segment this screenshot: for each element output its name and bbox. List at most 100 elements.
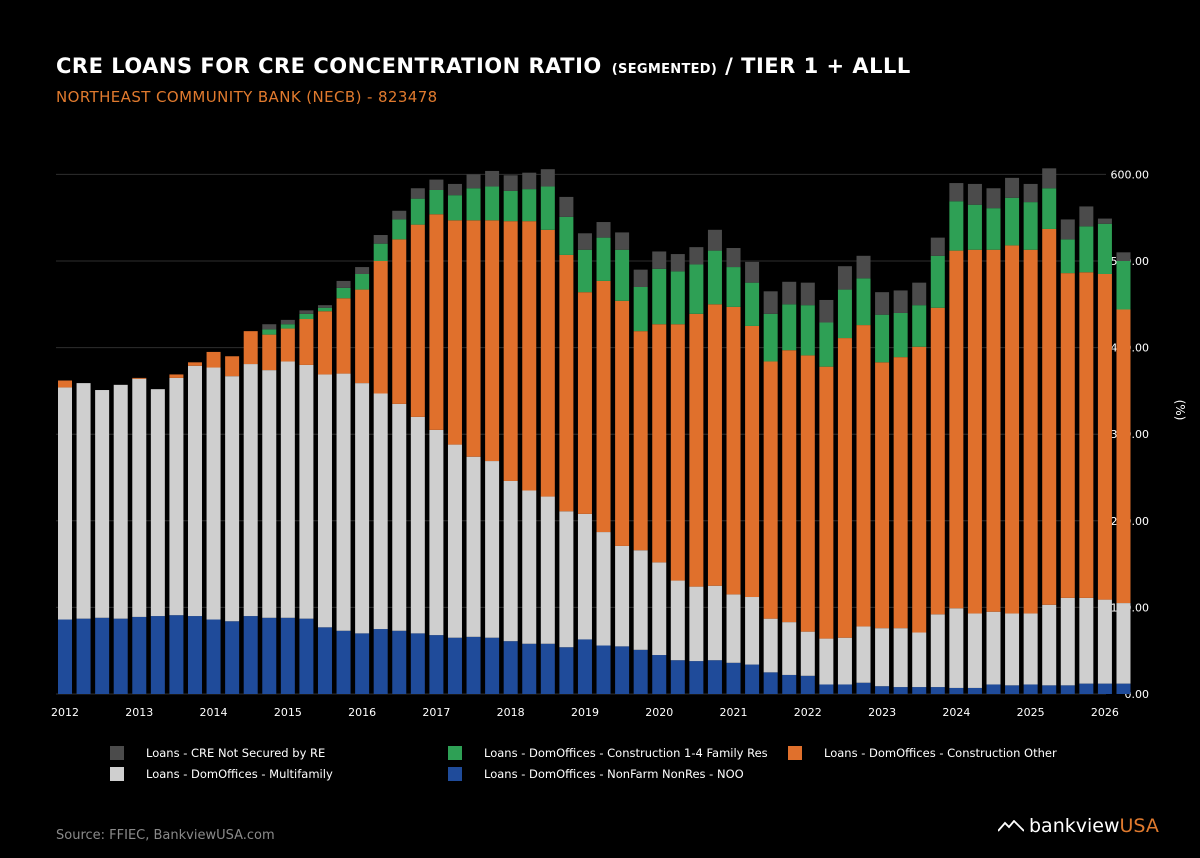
bar-multifamily bbox=[745, 597, 760, 665]
bar-construction_other bbox=[633, 331, 648, 551]
bar-construction_14 bbox=[336, 287, 351, 299]
bar-noo bbox=[429, 635, 444, 694]
bar-multifamily bbox=[373, 393, 388, 630]
bar-noo bbox=[132, 616, 147, 694]
bar-construction_other bbox=[1005, 245, 1020, 614]
bar-noo bbox=[707, 660, 722, 694]
bar-not_secured bbox=[689, 247, 704, 265]
bar-noo bbox=[893, 687, 908, 694]
legend-label-construction-other: Loans - DomOffices - Construction Other bbox=[824, 746, 1057, 760]
bar-construction_other bbox=[949, 250, 964, 609]
bar-construction_14 bbox=[1097, 223, 1112, 274]
legend-swatch-multifamily bbox=[110, 767, 124, 781]
bar-not_secured bbox=[837, 266, 852, 290]
bar-not_secured bbox=[967, 183, 982, 205]
bar-noo bbox=[726, 662, 741, 694]
bar-noo bbox=[299, 618, 314, 694]
bar-noo bbox=[930, 687, 945, 694]
bar-construction_other bbox=[670, 324, 685, 581]
bar-construction_14 bbox=[633, 286, 648, 332]
bar-multifamily bbox=[299, 364, 314, 619]
bar-noo bbox=[540, 643, 555, 694]
bar-noo bbox=[1023, 684, 1038, 694]
bar-multifamily bbox=[1005, 613, 1020, 686]
brand-logo: bankview USA bbox=[998, 815, 1159, 837]
bar-construction_14 bbox=[299, 313, 314, 320]
bar-multifamily bbox=[800, 631, 815, 676]
bar-noo bbox=[317, 627, 332, 694]
bar-construction_other bbox=[355, 289, 370, 384]
bar-construction_14 bbox=[856, 278, 871, 326]
bar-multifamily bbox=[912, 632, 927, 688]
bar-multifamily bbox=[949, 608, 964, 688]
legend-item-not-secured: Loans - CRE Not Secured by RE bbox=[110, 746, 325, 760]
bar-multifamily bbox=[819, 638, 834, 685]
bar-noo bbox=[652, 655, 667, 694]
bar-construction_14 bbox=[429, 189, 444, 215]
bar-not_secured bbox=[262, 324, 277, 330]
bar-noo bbox=[113, 618, 128, 694]
chart-subtitle: NORTHEAST COMMUNITY BANK (NECB) - 823478 bbox=[56, 88, 438, 106]
bar-construction_14 bbox=[1042, 188, 1057, 229]
bar-multifamily bbox=[447, 444, 462, 638]
bar-not_secured bbox=[912, 282, 927, 306]
bar-construction_14 bbox=[707, 250, 722, 305]
bar-not_secured bbox=[707, 229, 722, 251]
bar-multifamily bbox=[763, 618, 778, 673]
bar-construction_other bbox=[707, 304, 722, 586]
bar-not_secured bbox=[652, 251, 667, 269]
legend-label-construction-14: Loans - DomOffices - Construction 1-4 Fa… bbox=[484, 746, 768, 760]
bar-noo bbox=[819, 684, 834, 694]
bar-construction_other bbox=[577, 292, 592, 514]
bar-construction_other bbox=[912, 346, 927, 633]
bar-multifamily bbox=[485, 461, 500, 638]
bar-multifamily bbox=[1042, 604, 1057, 686]
bar-multifamily bbox=[837, 637, 852, 685]
bar-construction_14 bbox=[596, 237, 611, 281]
bar-noo bbox=[373, 629, 388, 694]
x-tick-label: 2023 bbox=[868, 706, 896, 719]
bar-construction_other bbox=[429, 214, 444, 430]
bar-construction_14 bbox=[615, 249, 630, 301]
bar-construction_14 bbox=[1060, 239, 1075, 274]
bar-not_secured bbox=[540, 169, 555, 187]
bar-multifamily bbox=[577, 513, 592, 640]
bar-not_secured bbox=[1097, 218, 1112, 224]
bar-construction_14 bbox=[485, 186, 500, 221]
bar-noo bbox=[875, 686, 890, 694]
bar-construction_other bbox=[800, 355, 815, 632]
x-tick-label: 2025 bbox=[1017, 706, 1045, 719]
bar-multifamily bbox=[596, 532, 611, 646]
legend-item-construction-other: Loans - DomOffices - Construction Other bbox=[788, 746, 1057, 760]
bar-construction_14 bbox=[1079, 226, 1094, 273]
title-tail: / TIER 1 + ALLL bbox=[725, 54, 911, 78]
bar-not_secured bbox=[577, 233, 592, 250]
bar-construction_other bbox=[503, 221, 518, 481]
legend-swatch-construction-other bbox=[788, 746, 802, 760]
bar-multifamily bbox=[132, 378, 147, 617]
bar-construction_14 bbox=[763, 313, 778, 362]
bar-construction_14 bbox=[689, 264, 704, 314]
legend-swatch-noo bbox=[448, 767, 462, 781]
bar-multifamily bbox=[58, 387, 72, 620]
bar-multifamily bbox=[1079, 597, 1094, 684]
bar-construction_other bbox=[243, 331, 258, 365]
bar-not_secured bbox=[633, 269, 648, 287]
bar-noo bbox=[1005, 685, 1020, 694]
bar-construction_14 bbox=[447, 195, 462, 221]
bar-multifamily bbox=[986, 611, 1001, 685]
bar-construction_14 bbox=[837, 289, 852, 339]
y-tick-label: 0.00 bbox=[1125, 688, 1150, 701]
bar-multifamily bbox=[1116, 603, 1131, 684]
bar-multifamily bbox=[262, 370, 277, 618]
brand-accent: USA bbox=[1119, 815, 1159, 837]
x-tick-label: 2022 bbox=[794, 706, 822, 719]
bar-not_secured bbox=[670, 254, 685, 272]
bar-not_secured bbox=[429, 179, 444, 190]
bar-construction_14 bbox=[875, 314, 890, 363]
bar-noo bbox=[1042, 685, 1057, 694]
bar-multifamily bbox=[169, 377, 184, 616]
bar-construction_14 bbox=[577, 249, 592, 293]
bar-not_secured bbox=[1060, 219, 1075, 240]
bar-construction_other bbox=[1023, 249, 1038, 614]
